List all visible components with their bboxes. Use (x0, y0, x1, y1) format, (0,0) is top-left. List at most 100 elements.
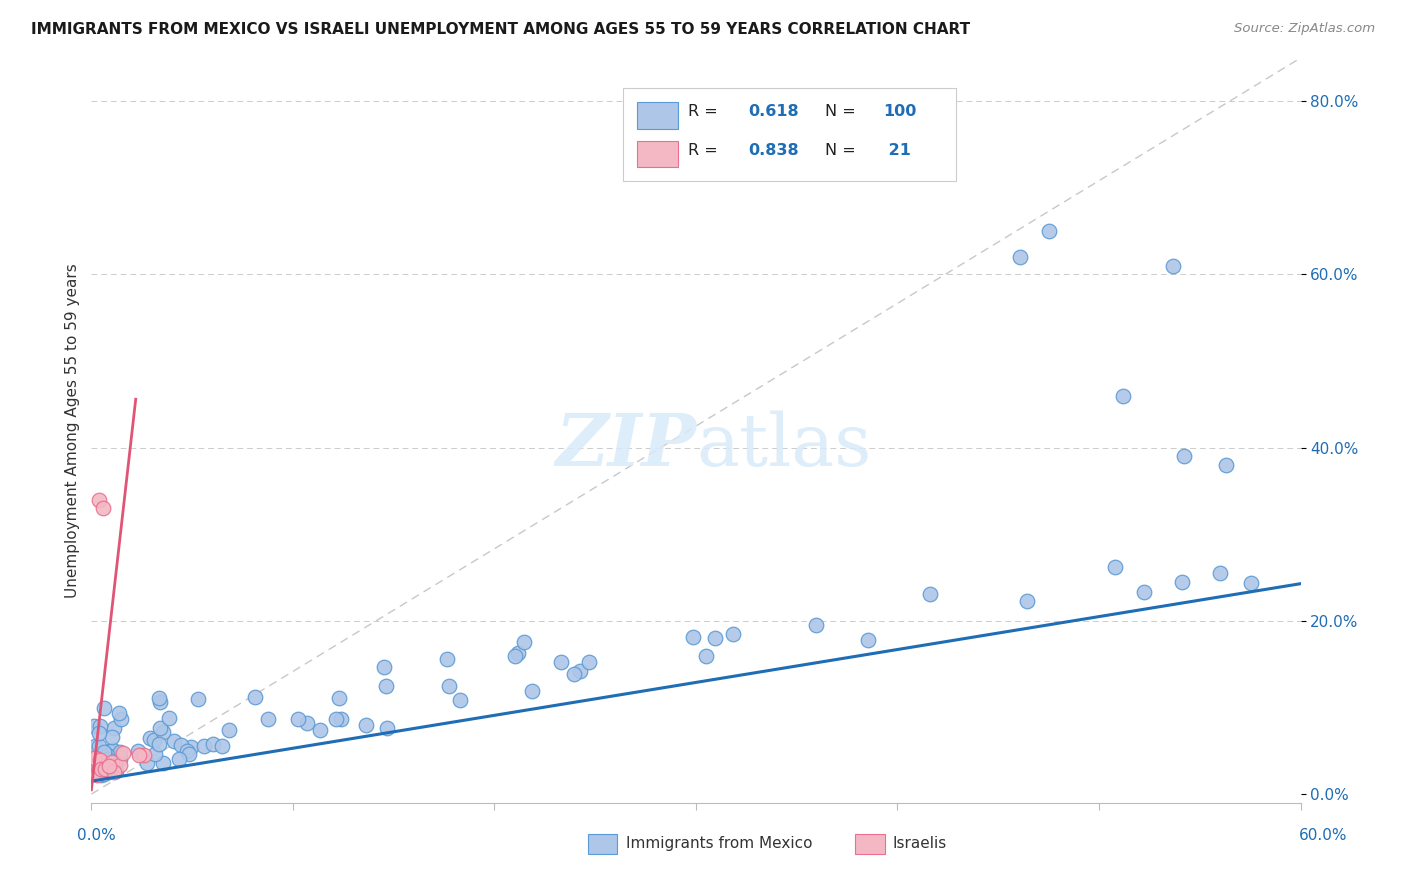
Point (1240, 575, 1263, 590)
Point (157, 711, 180, 725)
Point (170, 738, 193, 752)
Point (87, 756, 110, 771)
Point (149, 721, 172, 735)
Point (437, 679, 460, 693)
Point (86, 753, 108, 767)
Point (520, 683, 543, 698)
Point (167, 752, 190, 766)
Point (97, 757, 120, 772)
Point (201, 737, 224, 751)
Text: 100: 100 (883, 104, 917, 120)
Point (562, 666, 585, 681)
Point (328, 690, 350, 705)
Point (93, 501, 115, 516)
Point (110, 712, 132, 726)
Point (148, 738, 170, 752)
Point (308, 723, 330, 737)
Point (89, 719, 111, 733)
Point (93, 745, 115, 759)
Point (856, 632, 879, 647)
Point (920, 587, 942, 601)
Point (93, 763, 115, 777)
Point (101, 743, 124, 757)
Text: 0.838: 0.838 (748, 143, 799, 158)
Point (142, 732, 165, 747)
Point (1008, 250, 1031, 264)
Text: Source: ZipAtlas.com: Source: ZipAtlas.com (1234, 22, 1375, 36)
Point (89, 739, 111, 753)
FancyBboxPatch shape (637, 102, 678, 128)
Point (449, 693, 471, 707)
Point (108, 748, 131, 763)
Point (354, 718, 377, 732)
Point (139, 731, 162, 745)
Point (108, 745, 131, 759)
Point (1215, 458, 1237, 472)
Point (143, 747, 166, 761)
Point (103, 758, 125, 772)
Point (513, 634, 536, 648)
Point (96, 752, 118, 766)
Point (91, 756, 114, 771)
Text: Israelis: Israelis (893, 837, 948, 851)
Text: N =: N = (825, 104, 862, 120)
Point (703, 631, 725, 645)
Point (83, 719, 105, 733)
Point (111, 746, 134, 760)
Point (148, 691, 170, 706)
Point (177, 747, 200, 761)
Point (91, 758, 114, 772)
Point (90, 764, 112, 778)
Text: 0.0%: 0.0% (77, 829, 117, 843)
Y-axis label: Unemployment Among Ages 55 to 59 years: Unemployment Among Ages 55 to 59 years (65, 263, 80, 598)
Point (218, 723, 240, 737)
Point (90, 756, 112, 771)
Point (325, 712, 347, 726)
Point (1132, 584, 1154, 599)
Point (569, 664, 592, 678)
Point (108, 751, 131, 765)
Point (101, 755, 124, 769)
Point (1112, 389, 1135, 403)
Point (84, 762, 107, 776)
Point (1015, 594, 1038, 608)
Point (134, 747, 156, 762)
Text: R =: R = (688, 143, 723, 158)
Point (108, 757, 131, 772)
Point (180, 739, 202, 754)
Point (375, 721, 398, 735)
Point (695, 649, 717, 664)
Text: atlas: atlas (696, 410, 872, 481)
Point (96, 761, 118, 775)
Point (96, 764, 118, 779)
Point (550, 655, 572, 669)
Point (373, 660, 395, 674)
Point (176, 744, 198, 758)
Text: Immigrants from Mexico: Immigrants from Mexico (626, 837, 813, 851)
Point (1104, 560, 1126, 574)
Point (89, 753, 111, 767)
Point (90, 762, 112, 776)
Point (89, 726, 111, 740)
Point (1161, 259, 1184, 273)
Point (94, 757, 117, 772)
Point (103, 721, 125, 735)
Point (243, 690, 266, 704)
Point (93, 767, 115, 781)
Point (162, 734, 184, 748)
Point (135, 756, 157, 771)
Point (101, 730, 124, 744)
Point (84, 739, 107, 753)
Point (503, 648, 526, 663)
Point (1209, 566, 1232, 580)
Point (96, 748, 118, 763)
Point (721, 627, 744, 641)
Point (287, 712, 309, 726)
Point (89, 758, 111, 772)
Point (508, 646, 530, 660)
Point (257, 712, 280, 726)
Point (86, 767, 108, 781)
Point (578, 655, 600, 669)
Point (127, 744, 149, 758)
Point (83, 751, 105, 765)
